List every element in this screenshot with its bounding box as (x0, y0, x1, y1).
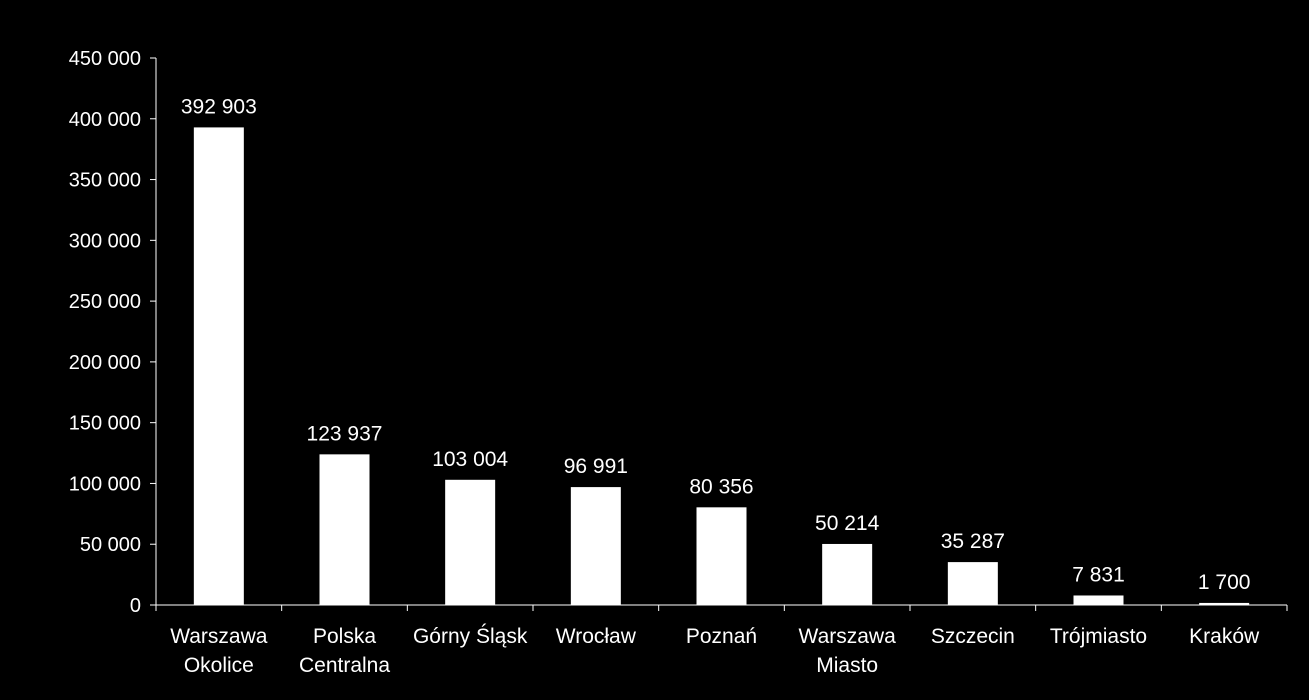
bar-7 (1073, 595, 1124, 605)
x-category-label: Polska (313, 625, 376, 648)
y-tick-label: 400 000 (69, 109, 141, 131)
data-label: 50 214 (815, 512, 880, 535)
data-label: 123 937 (307, 422, 383, 445)
data-label: 80 356 (689, 475, 753, 498)
x-category-label: Szczecin (931, 625, 1015, 648)
x-category-label: Warszawa (170, 625, 268, 648)
y-tick-label: 50 000 (80, 534, 141, 556)
x-category-label: Kraków (1189, 625, 1260, 648)
data-label: 96 991 (564, 455, 628, 478)
bar-3 (570, 487, 621, 605)
y-tick-label: 200 000 (69, 352, 141, 374)
data-label: 392 903 (181, 95, 257, 118)
x-category-label: Górny Śląsk (413, 624, 528, 648)
x-category-label: Okolice (184, 654, 254, 677)
data-label: 1 700 (1198, 571, 1251, 594)
x-category-label: Wrocław (556, 625, 637, 648)
y-tick-label: 150 000 (69, 413, 141, 435)
bar-1 (319, 454, 370, 605)
bar-0 (193, 127, 244, 606)
data-label: 35 287 (941, 530, 1005, 553)
y-tick-label: 450 000 (69, 48, 141, 70)
y-tick-label: 0 (130, 595, 141, 617)
data-label: 103 004 (432, 448, 508, 471)
bar-4 (696, 507, 747, 605)
x-category-label: Warszawa (799, 625, 897, 648)
bar-8 (1199, 602, 1250, 605)
y-tick-label: 100 000 (69, 473, 141, 495)
x-category-label: Poznań (686, 625, 757, 648)
x-category-label: Trójmiasto (1050, 625, 1147, 648)
x-category-label: Centralna (299, 654, 390, 677)
data-label: 7 831 (1072, 563, 1125, 586)
y-tick-label: 300 000 (69, 230, 141, 252)
y-tick-label: 250 000 (69, 291, 141, 313)
y-tick-label: 350 000 (69, 170, 141, 192)
bar-2 (445, 479, 496, 605)
x-category-label: Miasto (816, 654, 878, 677)
bar-6 (947, 562, 998, 605)
bar-5 (822, 543, 873, 605)
